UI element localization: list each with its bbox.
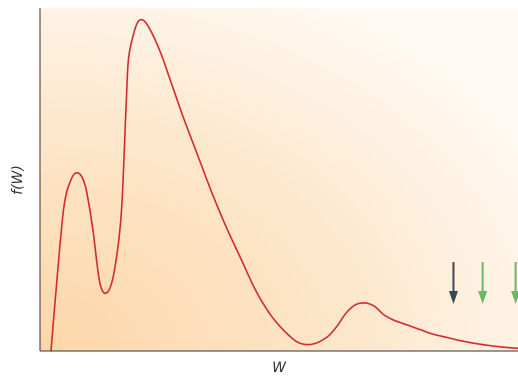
arrow-marker-1 [448, 262, 458, 304]
marker-group [448, 262, 518, 304]
arrow-marker-2 [478, 262, 488, 304]
y-axis-label: f(W) [10, 165, 26, 195]
x-axis-label: W [272, 360, 287, 376]
series-line [50, 18, 518, 352]
arrow-marker-3 [511, 262, 518, 304]
plot-background [40, 8, 518, 351]
